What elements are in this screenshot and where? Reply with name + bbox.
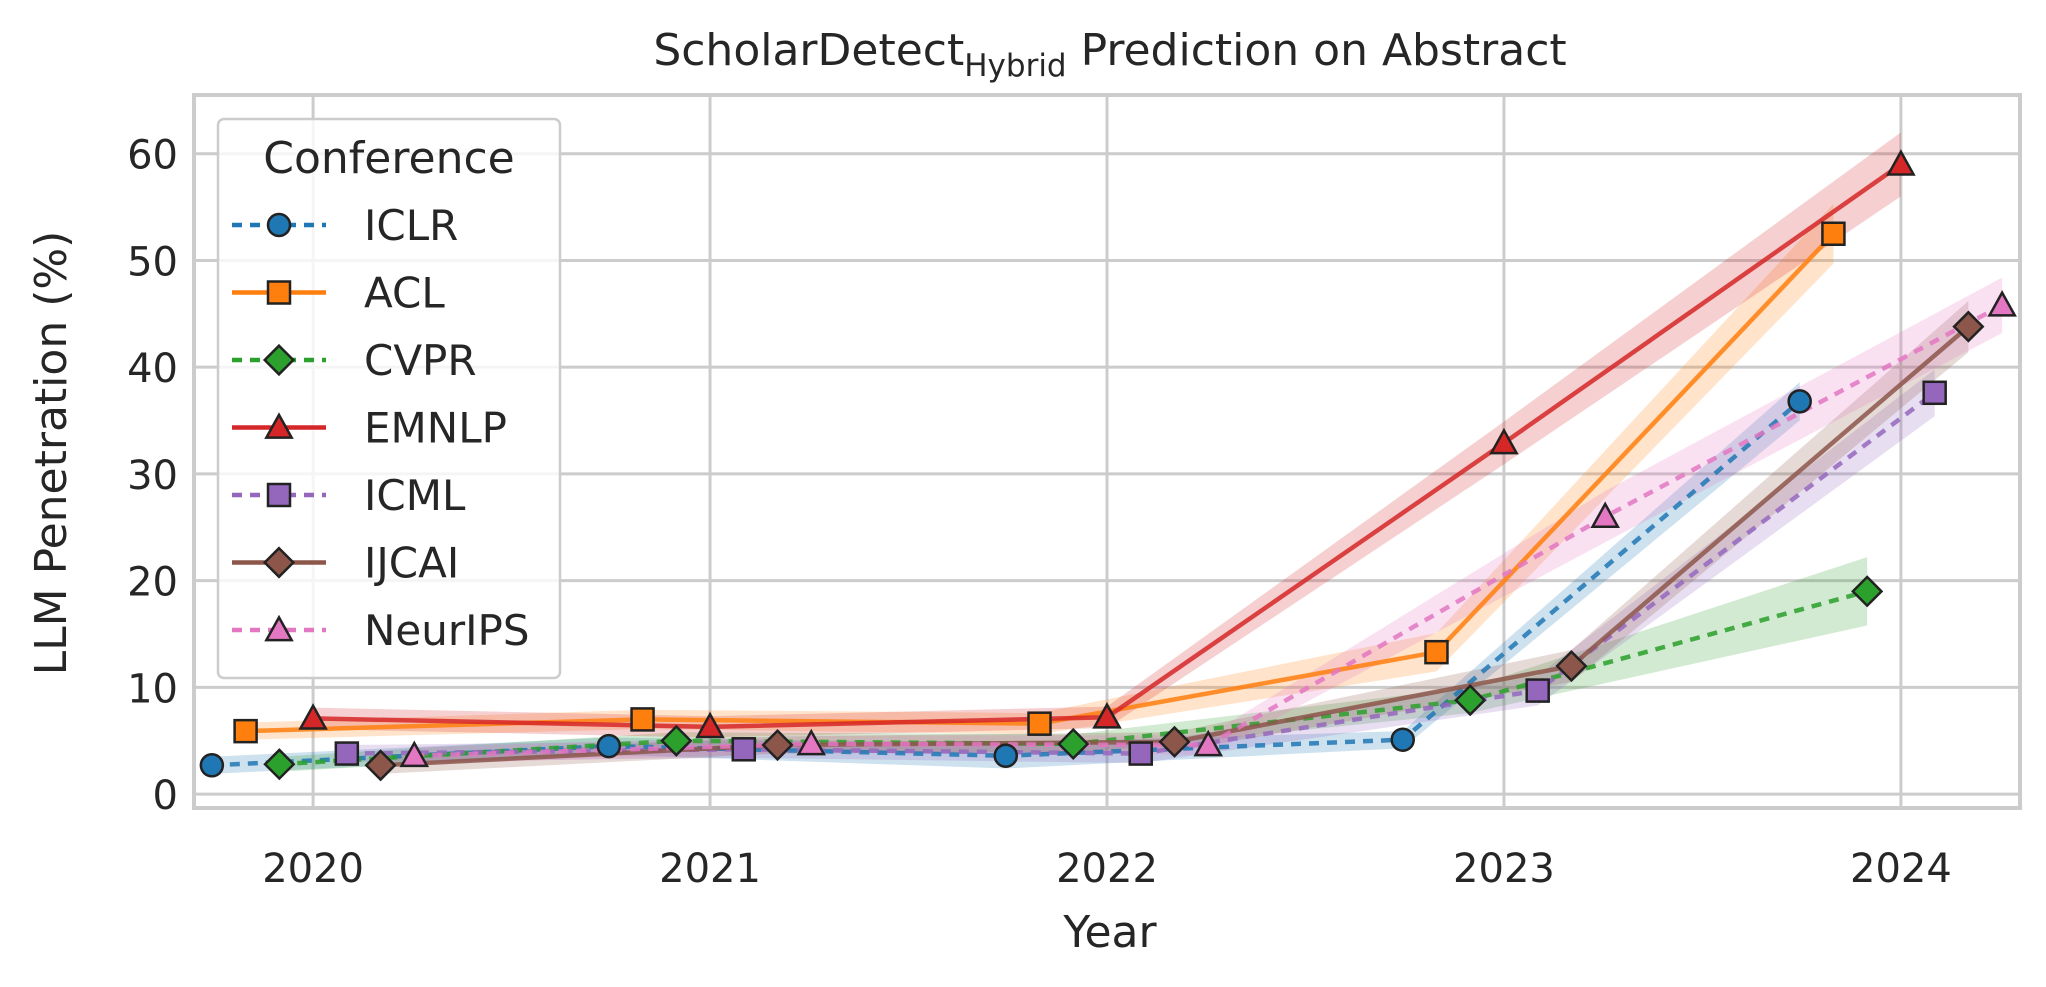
- legend-item-acl: ACL: [232, 269, 445, 318]
- legend-title: Conference: [263, 133, 514, 184]
- x-tick-label: 2022: [1056, 846, 1158, 892]
- legend-marker-swatch: [262, 343, 296, 377]
- legend-marker-swatch: [266, 280, 292, 305]
- legend-label: NeurIPS: [364, 606, 530, 655]
- data-point-acl: [630, 707, 655, 732]
- x-tick-label: 2023: [1453, 846, 1555, 892]
- chart-title: ScholarDetectHybrid Prediction on Abstra…: [653, 25, 1566, 84]
- data-point-cvpr: [660, 724, 693, 757]
- data-point-acl: [1027, 711, 1052, 736]
- x-axis-label: Year: [1062, 907, 1157, 958]
- legend-item-emnlp: EMNLP: [232, 404, 507, 453]
- legend-item-icml: ICML: [232, 471, 466, 520]
- data-point-cvpr: [1851, 575, 1884, 608]
- y-tick-label: 60: [127, 133, 178, 179]
- data-point-iclr: [993, 743, 1019, 768]
- y-axis-label: LLM Penetration (%): [26, 231, 77, 676]
- data-point-ijcai: [1158, 725, 1191, 758]
- legend-marker-swatch: [264, 412, 294, 439]
- legend-item-cvpr: CVPR: [232, 336, 477, 385]
- data-point-cvpr: [263, 748, 296, 781]
- data-point-ijcai: [364, 749, 397, 782]
- data-point-icml: [731, 737, 757, 762]
- data-point-neurips: [1193, 729, 1223, 757]
- series-band-cvpr: [279, 557, 1868, 772]
- data-point-cvpr: [1454, 684, 1487, 717]
- data-point-acl: [1821, 221, 1846, 247]
- y-tick-label: 50: [127, 239, 178, 285]
- y-tick-label: 30: [127, 453, 178, 499]
- y-tick-label: 20: [127, 560, 178, 606]
- y-tick-label: 40: [127, 346, 178, 392]
- legend-marker-swatch: [266, 212, 292, 238]
- series-markers: [199, 149, 2017, 782]
- legend: Conference ICLR ACL CVPR EMNLP ICML IJCAI Neur…: [216, 117, 562, 680]
- legend-item-neurips: NeurIPS: [232, 606, 530, 655]
- data-point-acl: [233, 718, 258, 744]
- data-point-ijcai: [1952, 310, 1985, 343]
- legend-label: ICML: [364, 471, 466, 520]
- data-point-emnlp: [298, 703, 328, 730]
- data-point-acl: [1424, 639, 1449, 665]
- legend-label: ICLR: [364, 201, 458, 250]
- data-point-icml: [334, 741, 360, 766]
- chart-title-rest: Prediction on Abstract: [1067, 25, 1567, 76]
- data-point-iclr: [199, 753, 225, 778]
- data-point-iclr: [1390, 727, 1415, 752]
- legend-marker-swatch: [266, 482, 292, 508]
- legend-label: ACL: [364, 269, 445, 318]
- data-point-cvpr: [1057, 727, 1090, 761]
- data-point-iclr: [1787, 389, 1812, 414]
- x-tick-labels: 2020 2021 2022 2023 2024: [262, 846, 1952, 892]
- x-tick-label: 2024: [1850, 846, 1952, 892]
- y-tick-label: 10: [127, 666, 178, 712]
- data-point-iclr: [596, 733, 622, 759]
- chart-title-subscript: Hybrid: [964, 48, 1066, 84]
- data-point-emnlp: [1092, 702, 1122, 729]
- y-tick-labels: 0 10 20 30 40 50 60: [127, 133, 178, 819]
- data-point-icml: [1128, 741, 1153, 766]
- legend-item-ijcai: IJCAI: [232, 539, 459, 588]
- data-point-ijcai: [1555, 649, 1588, 683]
- legend-box: [216, 117, 562, 680]
- data-point-neurips: [399, 740, 430, 768]
- data-point-neurips: [1590, 501, 1620, 528]
- data-point-emnlp: [1489, 427, 1519, 455]
- x-tick-label: 2021: [659, 846, 761, 892]
- data-point-icml: [1922, 380, 1947, 406]
- plot-frame: [192, 93, 2022, 810]
- data-point-neurips: [1987, 290, 2017, 317]
- chart-title-main: ScholarDetect: [653, 25, 964, 76]
- legend-marker-swatch: [264, 614, 294, 642]
- legend-label: IJCAI: [364, 539, 459, 588]
- data-point-emnlp: [1886, 149, 1916, 176]
- data-point-emnlp: [695, 711, 725, 739]
- legend-label: EMNLP: [364, 404, 507, 453]
- legend-label: CVPR: [364, 336, 477, 385]
- x-tick-label: 2020: [262, 846, 364, 892]
- legend-marker-swatch: [262, 546, 296, 579]
- y-tick-label: 0: [153, 773, 178, 819]
- data-point-ijcai: [761, 728, 794, 762]
- legend-item-iclr: ICLR: [232, 201, 458, 250]
- data-point-neurips: [796, 728, 827, 756]
- data-point-icml: [1525, 678, 1550, 703]
